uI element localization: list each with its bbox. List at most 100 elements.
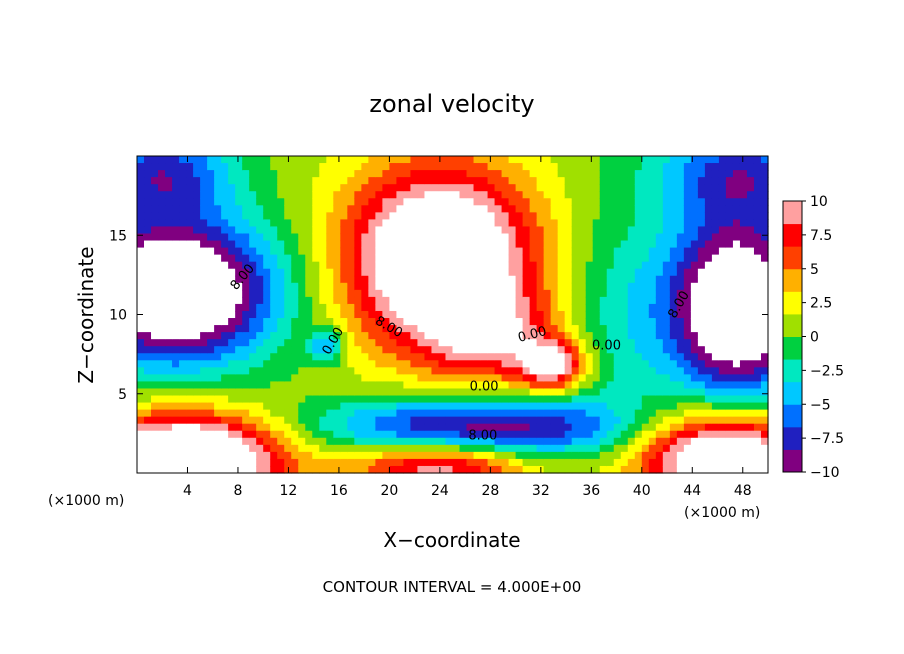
- heatmap-cell: [606, 212, 615, 220]
- heatmap-cell: [172, 339, 180, 347]
- heatmap-cell: [585, 254, 594, 263]
- heatmap-cell: [466, 444, 475, 453]
- heatmap-cell: [403, 247, 412, 256]
- heatmap-cell: [466, 303, 475, 312]
- heatmap-cell: [543, 212, 552, 220]
- heatmap-cell: [522, 156, 531, 164]
- heatmap-cell: [529, 296, 538, 305]
- heatmap-cell: [354, 254, 362, 263]
- heatmap-cell: [417, 395, 426, 404]
- heatmap-cell: [291, 303, 299, 312]
- heatmap-cell: [326, 261, 334, 270]
- heatmap-cell: [368, 212, 376, 220]
- heatmap-cell: [340, 212, 348, 220]
- heatmap-cell: [739, 184, 748, 192]
- heatmap-cell: [235, 268, 243, 277]
- heatmap-cell: [627, 261, 636, 270]
- heatmap-cell: [501, 233, 510, 242]
- heatmap-cell: [151, 318, 159, 326]
- heatmap-cell: [382, 402, 390, 411]
- heatmap-cell: [669, 177, 678, 185]
- heatmap-cell: [515, 381, 524, 390]
- heatmap-cell: [319, 395, 327, 404]
- heatmap-cell: [312, 458, 320, 467]
- heatmap-cell: [361, 198, 369, 206]
- heatmap-cell: [438, 318, 447, 326]
- heatmap-cell: [690, 367, 699, 375]
- heatmap-cell: [578, 247, 587, 256]
- heatmap-cell: [676, 219, 685, 228]
- heatmap-cell: [536, 303, 545, 312]
- heatmap-cell: [277, 275, 285, 284]
- heatmap-cell: [676, 367, 685, 375]
- heatmap-cell: [214, 381, 222, 390]
- heatmap-cell: [312, 444, 320, 453]
- heatmap-cell: [347, 444, 355, 453]
- heatmap-cell: [333, 367, 341, 375]
- heatmap-cell: [312, 303, 320, 312]
- heatmap-cell: [690, 191, 699, 199]
- heatmap-cell: [326, 156, 334, 164]
- heatmap-cell: [410, 240, 419, 249]
- heatmap-cell: [564, 346, 573, 354]
- heatmap-cell: [424, 402, 433, 411]
- heatmap-cell: [312, 198, 320, 206]
- heatmap-cell: [725, 219, 734, 228]
- heatmap-cell: [487, 388, 496, 397]
- heatmap-cell: [263, 367, 271, 375]
- heatmap-cell: [305, 205, 313, 213]
- heatmap-cell: [676, 205, 685, 213]
- heatmap-cell: [585, 219, 594, 228]
- heatmap-cell: [172, 395, 180, 404]
- heatmap-cell: [235, 346, 243, 354]
- heatmap-cell: [151, 177, 159, 185]
- heatmap-cell: [725, 261, 734, 270]
- heatmap-cell: [718, 268, 727, 277]
- heatmap-cell: [375, 409, 383, 418]
- heatmap-cell: [228, 254, 236, 263]
- heatmap-cell: [305, 395, 313, 404]
- heatmap-cell: [550, 275, 559, 284]
- heatmap-cell: [340, 233, 348, 242]
- heatmap-cell: [571, 177, 580, 185]
- heatmap-cell: [746, 219, 755, 228]
- heatmap-cell: [613, 163, 622, 171]
- heatmap-cell: [585, 332, 594, 340]
- heatmap-cell: [193, 156, 201, 164]
- heatmap-cell: [193, 444, 201, 453]
- heatmap-cell: [466, 402, 475, 411]
- heatmap-cell: [753, 156, 762, 164]
- heatmap-cell: [403, 360, 412, 368]
- heatmap-cell: [368, 296, 376, 305]
- heatmap-cell: [690, 268, 699, 277]
- heatmap-cell: [333, 240, 341, 249]
- heatmap-cell: [270, 247, 278, 256]
- heatmap-cell: [214, 212, 222, 220]
- heatmap-cell: [452, 303, 461, 312]
- heatmap-cell: [165, 444, 173, 453]
- heatmap-cell: [655, 205, 664, 213]
- heatmap-cell: [494, 233, 503, 242]
- heatmap-cell: [452, 346, 461, 354]
- heatmap-cell: [480, 374, 489, 383]
- heatmap-cell: [151, 303, 159, 312]
- heatmap-cell: [186, 339, 194, 347]
- heatmap-cell: [424, 353, 433, 361]
- heatmap-cell: [137, 374, 145, 383]
- heatmap-cell: [704, 233, 713, 242]
- heatmap-cell: [585, 451, 594, 460]
- heatmap-cell: [193, 430, 201, 439]
- heatmap-cell: [641, 437, 650, 446]
- heatmap-cell: [298, 177, 306, 185]
- heatmap-cell: [340, 339, 348, 347]
- heatmap-cell: [732, 458, 741, 467]
- heatmap-cell: [186, 367, 194, 375]
- heatmap-cell: [683, 191, 692, 199]
- heatmap-cell: [305, 233, 313, 242]
- heatmap-cell: [683, 240, 692, 249]
- heatmap-cell: [172, 212, 180, 220]
- heatmap-cell: [389, 184, 398, 192]
- heatmap-cell: [711, 325, 720, 333]
- heatmap-cell: [620, 423, 629, 432]
- heatmap-cell: [291, 325, 299, 333]
